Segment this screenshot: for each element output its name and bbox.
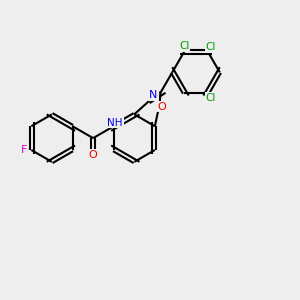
Text: F: F <box>20 145 27 155</box>
Text: N: N <box>149 90 158 100</box>
Text: O: O <box>157 101 166 112</box>
Text: NH: NH <box>107 118 123 128</box>
Text: Cl: Cl <box>179 41 189 51</box>
Text: Cl: Cl <box>206 93 216 103</box>
Text: Cl: Cl <box>206 42 216 52</box>
Text: O: O <box>89 150 98 160</box>
